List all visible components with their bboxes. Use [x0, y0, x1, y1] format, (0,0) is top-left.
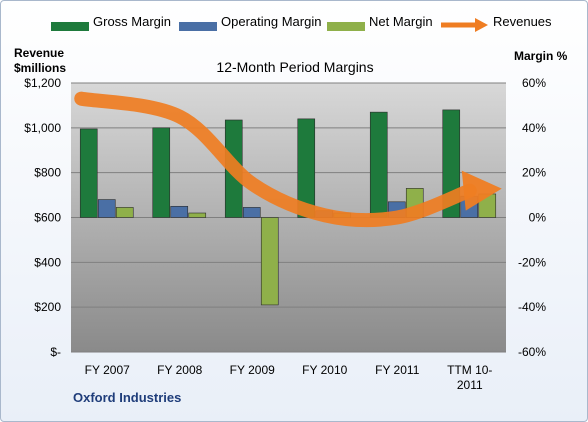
- company-name: Oxford Industries: [73, 390, 182, 405]
- left-tick-label: $800: [34, 166, 61, 180]
- legend-label-operating-margin: Operating Margin: [221, 14, 322, 29]
- legend: Gross Margin Operating Margin Net Margin…: [1, 11, 587, 35]
- bar-operating-margin: [97, 199, 116, 218]
- left-axis-title-line2: $millions: [14, 61, 67, 75]
- bars: [79, 109, 497, 306]
- left-tick-label: $600: [34, 211, 61, 225]
- legend-swatch-operating-margin: [179, 22, 217, 31]
- category-label: FY 2008: [157, 363, 202, 377]
- bar-operating-margin: [170, 205, 189, 218]
- legend-swatch-net-margin: [327, 22, 365, 31]
- left-axis-ticks: $- $200 $400 $600 $800 $1,000 $1,200: [24, 76, 61, 359]
- right-axis-title: Margin %: [514, 49, 568, 63]
- right-tick-label: 0%: [529, 211, 547, 225]
- bar-net-margin: [260, 217, 279, 306]
- right-tick-label: 40%: [522, 121, 546, 135]
- right-tick-label: 60%: [522, 76, 546, 90]
- chart-title: 12-Month Period Margins: [216, 59, 374, 75]
- left-axis-title-line1: Revenue: [14, 46, 65, 60]
- right-axis-ticks: -60% -40% -20% 0% 20% 40% 60%: [518, 76, 546, 359]
- right-tick-label: 20%: [522, 166, 546, 180]
- legend-label-net-margin: Net Margin: [369, 14, 433, 29]
- legend-label-revenues: Revenues: [493, 14, 552, 29]
- legend-label-gross-margin: Gross Margin: [93, 14, 172, 29]
- bar-net-margin: [115, 207, 134, 218]
- category-label: FY 2009: [230, 363, 275, 377]
- category-label: FY 2007: [85, 363, 130, 377]
- left-tick-label: $400: [34, 255, 61, 269]
- right-tick-label: -60%: [518, 345, 546, 359]
- bar-operating-margin: [242, 207, 261, 218]
- bar-net-margin: [188, 212, 207, 218]
- category-label: TTM 10-: [447, 363, 492, 377]
- right-tick-label: -20%: [518, 255, 546, 269]
- bar-gross-margin: [369, 111, 388, 218]
- category-label: FY 2011: [375, 363, 420, 377]
- left-tick-label: $1,200: [24, 76, 61, 90]
- left-tick-label: $200: [34, 300, 61, 314]
- bar-gross-margin: [79, 128, 98, 218]
- left-tick-label: $1,000: [24, 121, 61, 135]
- category-label: FY 2010: [302, 363, 347, 377]
- revenue-line: [74, 91, 477, 228]
- legend-swatch-revenues: [441, 18, 488, 32]
- bar-gross-margin: [152, 127, 171, 218]
- revenue-arrowhead: [461, 170, 502, 211]
- revenue-arrow: [74, 91, 502, 228]
- bar-gross-margin: [297, 118, 316, 218]
- right-tick-label: -40%: [518, 300, 546, 314]
- left-tick-label: $-: [50, 345, 61, 359]
- gridlines: [71, 82, 506, 353]
- legend-swatch-gross-margin: [51, 22, 89, 31]
- left-axis-title: Revenue $millions: [14, 46, 66, 76]
- category-labels: FY 2007 FY 2008 FY 2009 FY 2010 FY 2011 TTM 1…: [85, 363, 493, 392]
- category-label: 2011: [457, 378, 483, 392]
